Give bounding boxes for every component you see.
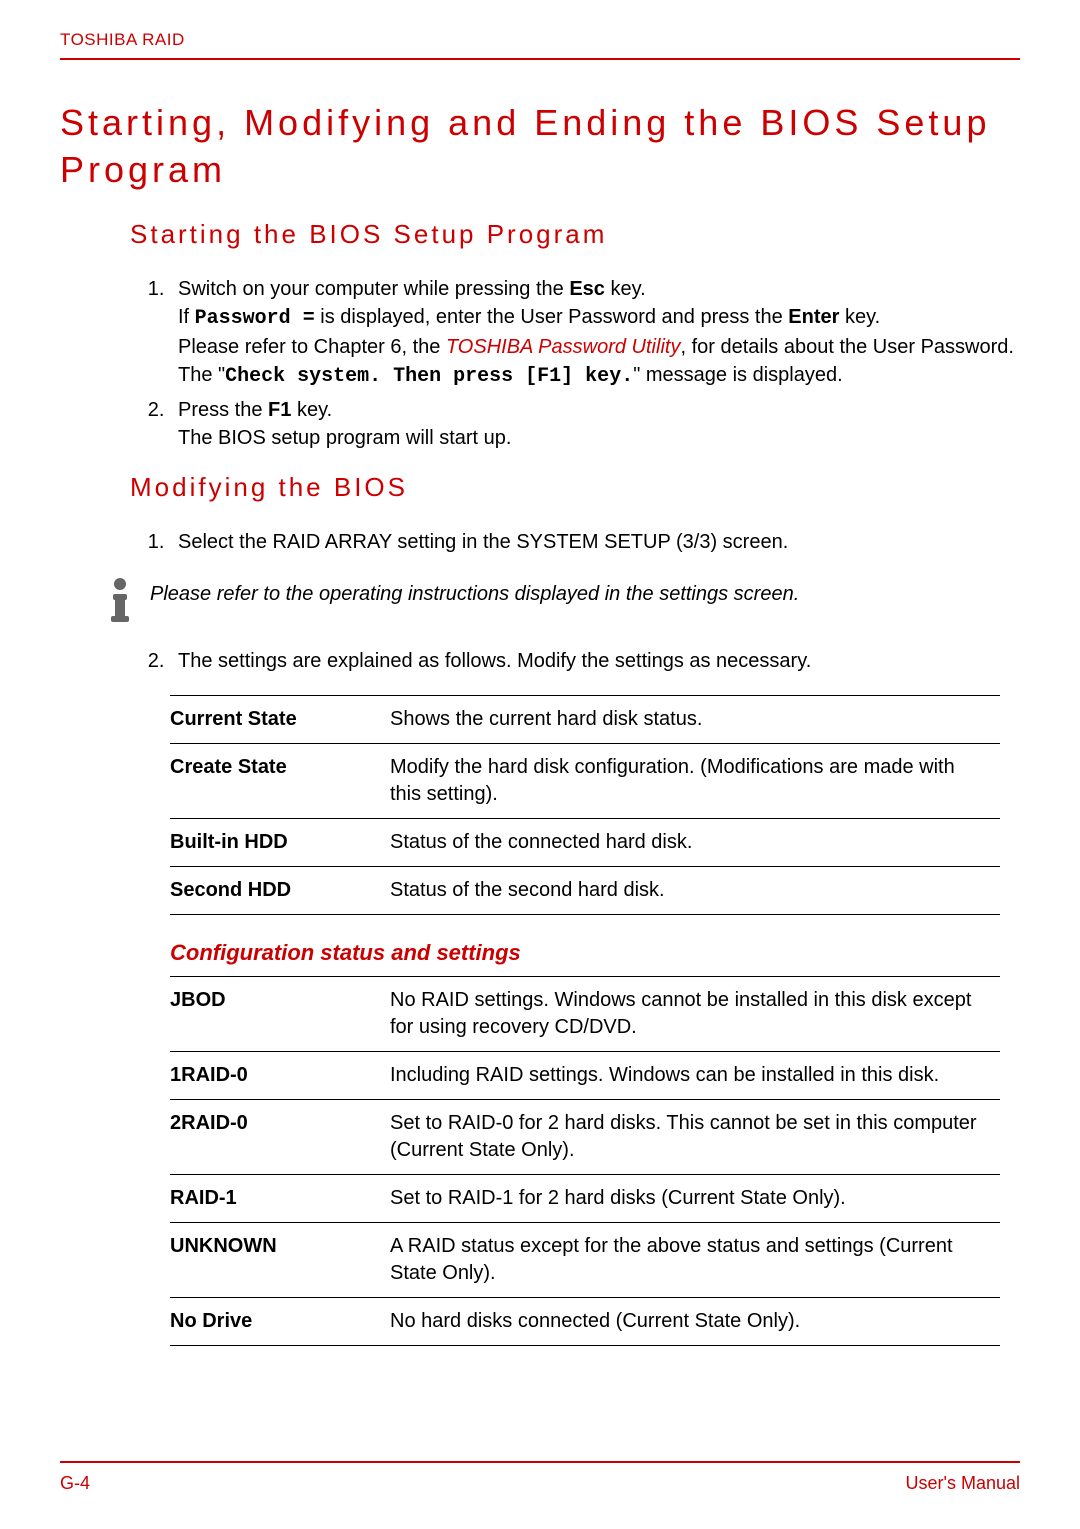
config-desc: Including RAID settings. Windows can be … <box>390 1051 1000 1099</box>
link-password-utility[interactable]: TOSHIBA Password Utility <box>446 336 681 358</box>
text: key. <box>839 306 880 328</box>
mod-step-2: The settings are explained as follows. M… <box>170 647 1020 675</box>
settings-table-wrap: Current StateShows the current hard disk… <box>170 695 1000 1346</box>
config-desc: Set to RAID-1 for 2 hard disks (Current … <box>390 1174 1000 1222</box>
page-footer: G-4 User's Manual <box>60 1461 1020 1494</box>
setting-desc: Status of the second hard disk. <box>390 866 1000 914</box>
config-label: JBOD <box>170 976 390 1051</box>
text: The BIOS setup program will start up. <box>178 427 511 449</box>
mod-step-1: Select the RAID ARRAY setting in the SYS… <box>170 528 1020 556</box>
table-row: Current StateShows the current hard disk… <box>170 695 1000 743</box>
config-status-title: Configuration status and settings <box>170 940 1000 966</box>
setting-label: Second HDD <box>170 866 390 914</box>
table-row: RAID-1Set to RAID-1 for 2 hard disks (Cu… <box>170 1174 1000 1222</box>
modifying-steps-list: Select the RAID ARRAY setting in the SYS… <box>170 528 1020 556</box>
page-number: G-4 <box>60 1473 90 1494</box>
setting-desc: Status of the connected hard disk. <box>390 818 1000 866</box>
key-enter: Enter <box>788 306 839 328</box>
text: Switch on your computer while pressing t… <box>178 278 569 300</box>
code-password: Password = <box>195 307 315 330</box>
config-table: JBODNo RAID settings. Windows cannot be … <box>170 976 1000 1346</box>
page-content: TOSHIBA RAID Starting, Modifying and End… <box>0 0 1080 1376</box>
table-row: Built-in HDDStatus of the connected hard… <box>170 818 1000 866</box>
text: " message is displayed. <box>633 364 842 386</box>
table-row: 1RAID-0Including RAID settings. Windows … <box>170 1051 1000 1099</box>
settings-table: Current StateShows the current hard disk… <box>170 695 1000 915</box>
text: Press the <box>178 399 268 421</box>
config-desc: A RAID status except for the above statu… <box>390 1222 1000 1297</box>
step-1: Switch on your computer while pressing t… <box>170 275 1020 391</box>
subtitle-starting: Starting the BIOS Setup Program <box>130 219 1020 250</box>
key-esc: Esc <box>569 278 605 300</box>
config-desc: No RAID settings. Windows cannot be inst… <box>390 976 1000 1051</box>
text: key. <box>291 399 332 421</box>
config-label: RAID-1 <box>170 1174 390 1222</box>
section-starting: Starting the BIOS Setup Program <box>130 219 1020 250</box>
table-row: UNKNOWNA RAID status except for the abov… <box>170 1222 1000 1297</box>
manual-label: User's Manual <box>906 1473 1020 1494</box>
text: If <box>178 306 195 328</box>
config-label: No Drive <box>170 1297 390 1345</box>
text: Please refer to Chapter 6, the <box>178 336 446 358</box>
setting-desc: Modify the hard disk configuration. (Mod… <box>390 743 1000 818</box>
info-icon <box>100 576 150 632</box>
setting-label: Current State <box>170 695 390 743</box>
starting-steps-list: Switch on your computer while pressing t… <box>170 275 1020 452</box>
header-section-label: TOSHIBA RAID <box>60 30 1020 60</box>
config-label: 2RAID-0 <box>170 1099 390 1174</box>
table-row: JBODNo RAID settings. Windows cannot be … <box>170 976 1000 1051</box>
setting-label: Built-in HDD <box>170 818 390 866</box>
section-modifying: Modifying the BIOS <box>130 472 1020 503</box>
config-desc: Set to RAID-0 for 2 hard disks. This can… <box>390 1099 1000 1174</box>
text: , for details about the User Password. <box>680 336 1014 358</box>
text: The " <box>178 364 225 386</box>
table-row: Create StateModify the hard disk configu… <box>170 743 1000 818</box>
key-f1: F1 <box>268 399 291 421</box>
modifying-steps-list-2: The settings are explained as follows. M… <box>170 647 1020 675</box>
main-title: Starting, Modifying and Ending the BIOS … <box>60 100 1020 194</box>
table-row: Second HDDStatus of the second hard disk… <box>170 866 1000 914</box>
info-note-text: Please refer to the operating instructio… <box>150 576 799 607</box>
info-note-row: Please refer to the operating instructio… <box>100 576 1020 632</box>
table-row: No DriveNo hard disks connected (Current… <box>170 1297 1000 1345</box>
step-2: Press the F1 key. The BIOS setup program… <box>170 396 1020 452</box>
subtitle-modifying: Modifying the BIOS <box>130 472 1020 503</box>
config-label: 1RAID-0 <box>170 1051 390 1099</box>
table-row: 2RAID-0Set to RAID-0 for 2 hard disks. T… <box>170 1099 1000 1174</box>
config-label: UNKNOWN <box>170 1222 390 1297</box>
text: key. <box>605 278 646 300</box>
text: is displayed, enter the User Password an… <box>315 306 789 328</box>
code-check-system: Check system. Then press [F1] key. <box>225 365 633 388</box>
setting-label: Create State <box>170 743 390 818</box>
setting-desc: Shows the current hard disk status. <box>390 695 1000 743</box>
config-desc: No hard disks connected (Current State O… <box>390 1297 1000 1345</box>
